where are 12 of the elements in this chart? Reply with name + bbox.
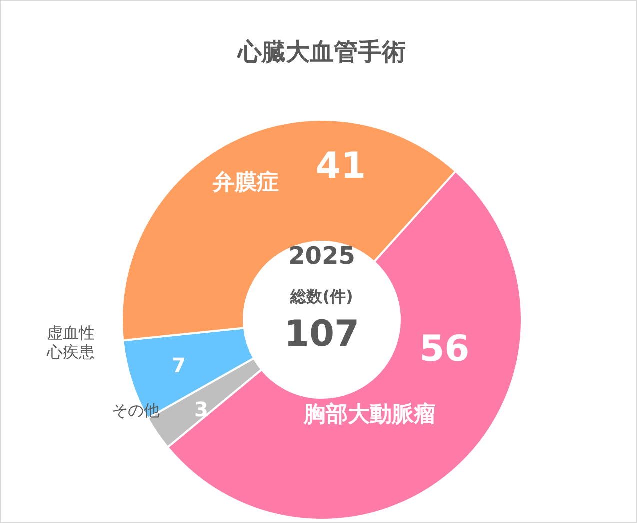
text: 総数(件) [290, 286, 354, 306]
text: 107 [284, 314, 360, 354]
slice-label: 弁膜症 [212, 170, 279, 196]
chart-title: 心臓大血管手術 [237, 38, 406, 66]
data-label: 3 [194, 397, 208, 422]
text: 2025 [288, 242, 356, 270]
data-label: 41 [316, 146, 366, 187]
data-label: 7 [172, 354, 186, 378]
slice-label: 虚血性心疾患 [46, 322, 95, 362]
slice-label: 胸部大動脈瘤 [302, 401, 436, 428]
slice-label: その他 [112, 400, 160, 420]
data-label: 56 [420, 328, 470, 370]
